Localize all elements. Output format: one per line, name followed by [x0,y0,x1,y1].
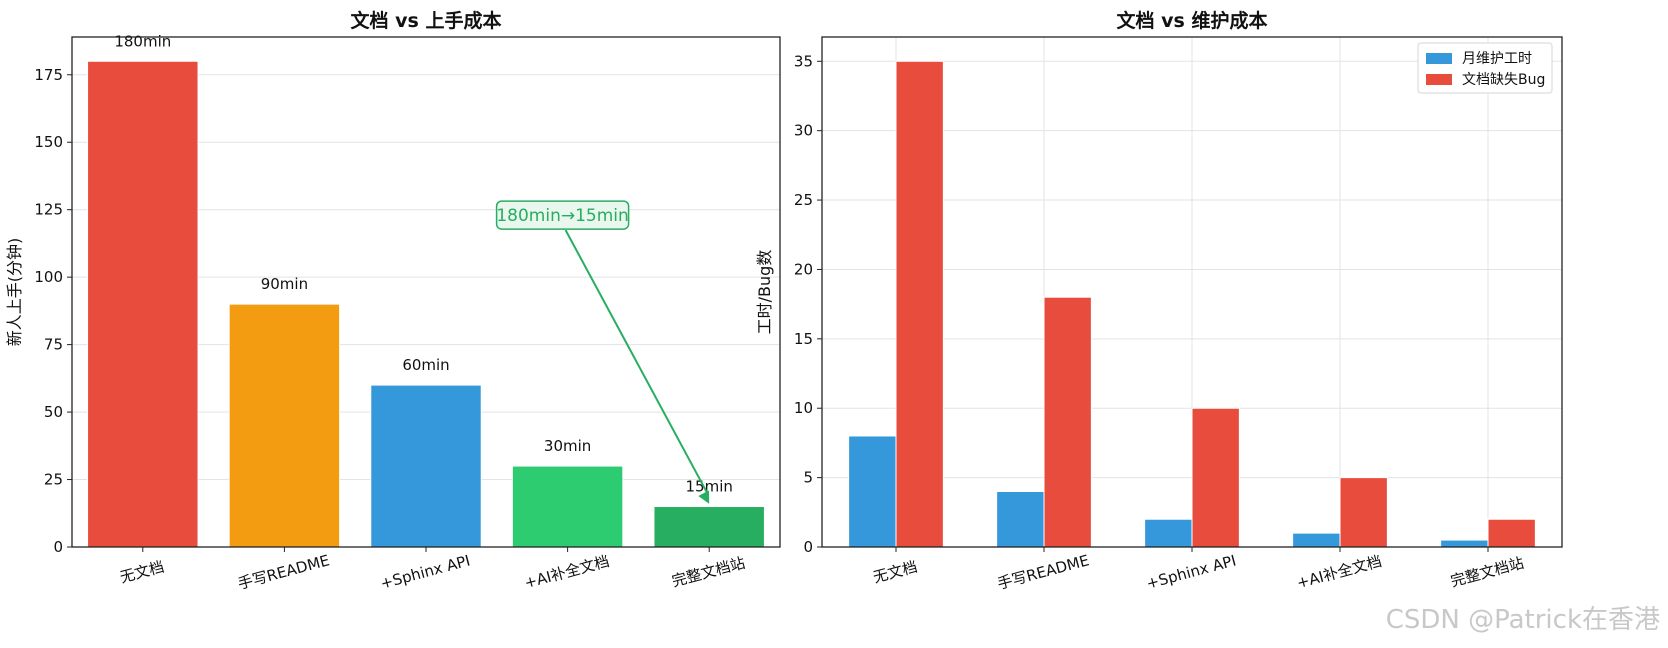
chart1-ytick-label: 100 [34,268,63,286]
chart2-bar-series-0 [848,435,897,548]
chart2-xtick-label: 手写README [995,551,1091,593]
chart1-bar [228,303,341,548]
chart2-ytick-label: 0 [803,538,813,556]
chart1-annotation-text: 180min→15min [496,206,628,226]
chart2-legend-swatch [1426,74,1452,85]
chart2-xtick-label: 无文档 [871,558,919,587]
chart2-ytick-label: 35 [794,52,813,70]
chart-onboarding-cost: 180min 90min 60min 30min 15min 0 25 50 75 100 125 1… [5,9,781,593]
chart1-xtick-label: 手写README [236,551,332,593]
chart1-ytick-label: 25 [44,471,63,489]
chart1-xtick-label: +AI补全文档 [522,552,611,592]
chart1-ytick-label: 175 [34,66,63,84]
chart1-ylabel: 新人上手(分钟) [5,238,24,347]
chart2-ytick-label: 15 [794,330,813,348]
chart-maintenance-cost: 0 5 10 15 20 25 30 35 无文档 手写README +Sphinx API +AI补… [755,9,1563,593]
chart2-bar-series-1 [1339,477,1388,548]
chart2-bar-series-1 [1487,518,1536,548]
chart2-bar-series-0 [1440,539,1489,548]
chart1-title: 文档 vs 上手成本 [351,9,502,32]
chart1-data-label: 180min [114,32,171,50]
chart1-xtick-label: 完整文档站 [670,554,747,591]
chart2-xtick-label: +Sphinx API [1144,551,1238,592]
chart2-ytick-label: 30 [794,122,813,140]
chart2-ytick-label: 25 [794,191,813,209]
chart1-annotation-box [495,200,630,230]
chart1-bar [511,465,624,548]
chart2-bar-series-0 [1144,518,1193,548]
watermark: CSDN @Patrick在香港 [1386,605,1660,635]
chart2-title: 文档 vs 维护成本 [1117,9,1268,32]
chart1-data-label: 60min [402,356,449,374]
chart1-data-label: 30min [544,437,591,455]
chart2-ylabel: 工时/Bug数 [755,250,774,335]
chart1-annotation-arrow [564,229,710,496]
chart2-legend-swatch [1426,53,1452,64]
chart1-data-label: 90min [261,275,308,293]
chart2-ytick-label: 20 [794,260,813,278]
chart1-xtick-label: 无文档 [118,558,166,587]
chart2-xtick-label: +AI补全文档 [1295,552,1384,592]
chart2-legend-label: 文档缺失Bug [1462,72,1545,88]
chart2-legend-label: 月维护工时 [1462,51,1532,67]
chart1-bar [653,506,765,548]
chart2-bar-series-1 [895,60,944,548]
chart2-ytick-label: 5 [803,469,813,487]
chart1-ytick-label: 75 [44,336,63,354]
chart2-ytick-label: 10 [794,399,813,417]
chart1-ytick-label: 50 [44,403,63,421]
chart2-bar-series-1 [1043,296,1092,548]
chart1-ytick-label: 125 [34,201,63,219]
chart2-bar-series-0 [996,490,1045,548]
chart1-data-label: 15min [686,478,733,496]
chart2-bar-series-1 [1191,407,1240,548]
chart2-bar-series-0 [1292,532,1341,548]
chart1-ytick-label: 150 [34,133,63,151]
chart1-bar [370,384,482,548]
chart1-ytick-label: 0 [53,538,63,556]
chart2-xtick-label: 完整文档站 [1449,554,1526,591]
chart1-bar [87,60,199,548]
chart1-xtick-label: +Sphinx API [378,551,472,592]
chart1-annotation-arrowhead [698,490,710,504]
